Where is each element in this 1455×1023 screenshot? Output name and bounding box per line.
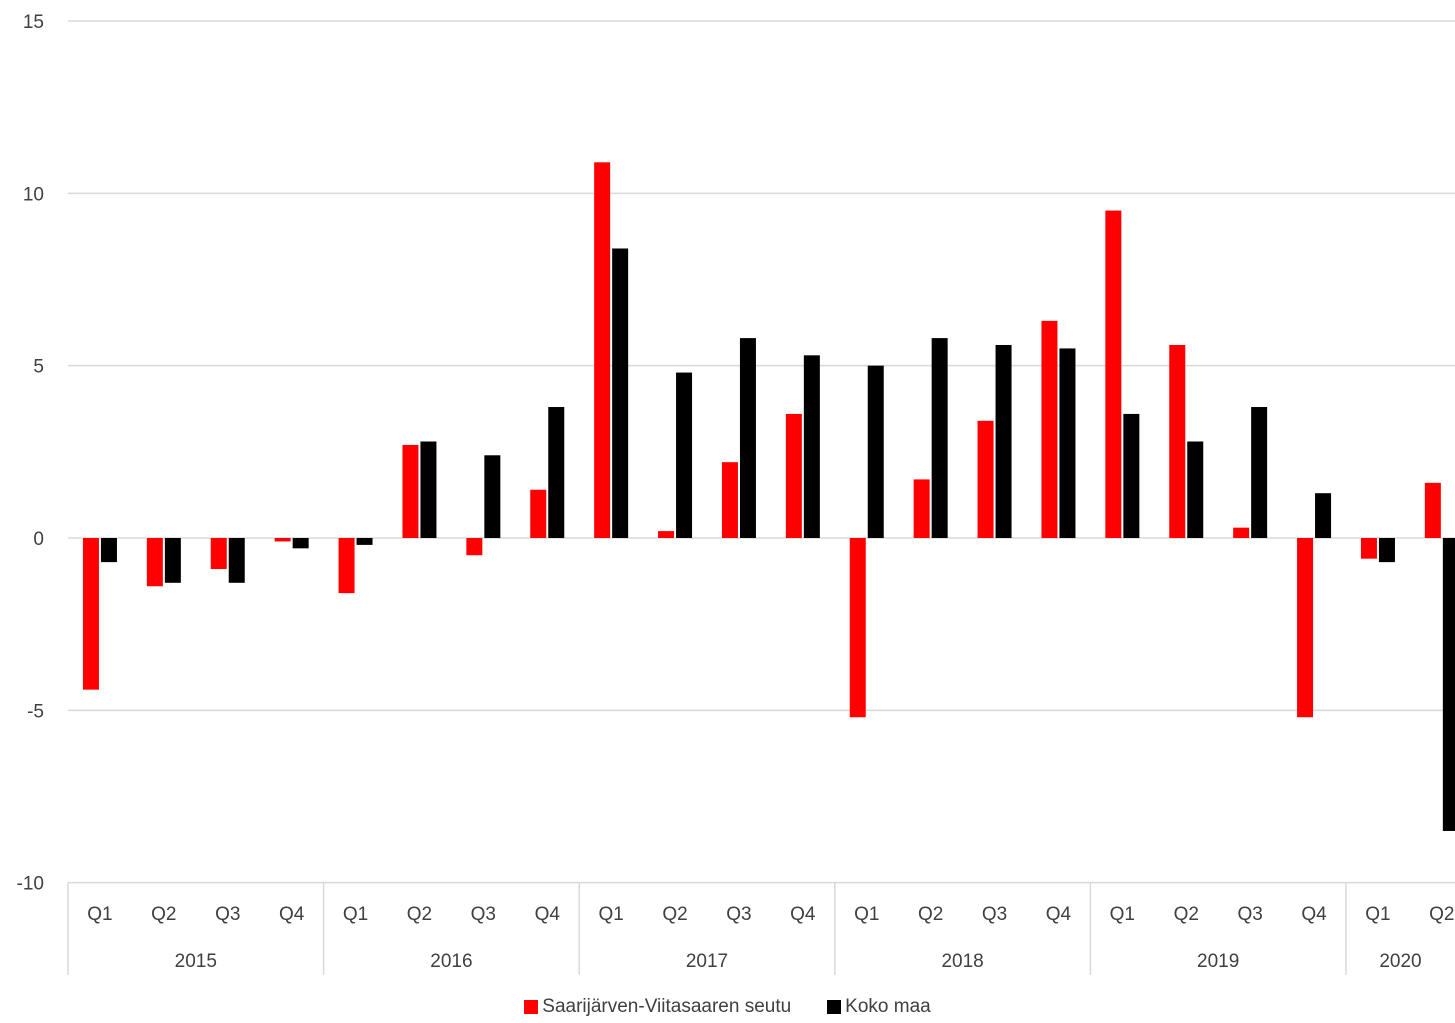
bar-koko-maa bbox=[292, 538, 309, 549]
bar-saarijarvi bbox=[1297, 538, 1314, 718]
bar-koko-maa bbox=[1315, 493, 1332, 538]
bar-saarijarvi bbox=[849, 538, 866, 718]
bar-koko-maa bbox=[164, 538, 181, 583]
bar-koko-maa bbox=[1059, 348, 1076, 538]
x-tick-label-year: 2018 bbox=[941, 951, 983, 972]
bar-saarijarvi bbox=[913, 479, 930, 538]
bar-saarijarvi bbox=[977, 420, 994, 538]
bar-koko-maa bbox=[356, 538, 373, 545]
bar-koko-maa bbox=[1187, 441, 1204, 538]
legend-label-series-1: Saarijärven-Viitasaaren seutu bbox=[542, 996, 792, 1017]
y-tick-label: 15 bbox=[23, 12, 44, 33]
bar-koko-maa bbox=[676, 372, 693, 538]
bar-saarijarvi bbox=[785, 413, 802, 538]
bar-saarijarvi bbox=[1169, 344, 1186, 538]
x-tick-label-quarter: Q4 bbox=[790, 904, 816, 925]
bar-saarijarvi bbox=[146, 538, 163, 587]
bar-saarijarvi bbox=[530, 489, 547, 538]
bar-koko-maa bbox=[484, 455, 501, 538]
gridlines bbox=[68, 20, 1455, 884]
bar-saarijarvi bbox=[1424, 482, 1441, 538]
bar-koko-maa bbox=[100, 538, 117, 563]
bar-koko-maa bbox=[1378, 538, 1395, 563]
bar-koko-maa bbox=[228, 538, 245, 583]
x-tick-label-year: 2015 bbox=[175, 951, 217, 972]
bar-koko-maa bbox=[612, 248, 629, 539]
bar-koko-maa bbox=[995, 344, 1012, 538]
bar-koko-maa bbox=[1442, 538, 1455, 831]
x-tick-label-quarter: Q1 bbox=[598, 904, 623, 925]
legend-item-series-1: Saarijärven-Viitasaaren seutu bbox=[524, 996, 791, 1018]
y-tick-label: 0 bbox=[33, 529, 44, 550]
bar-koko-maa bbox=[739, 338, 756, 538]
bar-saarijarvi bbox=[658, 531, 675, 538]
bar-saarijarvi bbox=[1233, 527, 1250, 538]
x-tick-label-quarter: Q4 bbox=[535, 904, 561, 925]
x-tick-label-year: 2016 bbox=[430, 951, 472, 972]
x-tick-label-quarter: Q3 bbox=[982, 904, 1007, 925]
x-tick-label-quarter: Q1 bbox=[1110, 904, 1135, 925]
bar-saarijarvi bbox=[466, 538, 483, 556]
bar-koko-maa bbox=[548, 407, 565, 538]
bar-saarijarvi bbox=[1360, 538, 1377, 559]
x-axis: Q1 Q2 Q3 Q4 2015 Q1 Q2 Q3 Q4 2016 Q1 Q2 Q3 Q4 2017 Q1 Q2… bbox=[67, 882, 1455, 975]
x-tick-label-quarter: Q3 bbox=[215, 904, 240, 925]
bar-saarijarvi bbox=[402, 444, 419, 538]
y-tick-label: 10 bbox=[23, 184, 44, 205]
bar-saarijarvi bbox=[82, 538, 99, 690]
legend-swatch-series-2 bbox=[827, 1000, 842, 1014]
legend-item-series-2: Koko maa bbox=[827, 996, 931, 1018]
bar-saarijarvi bbox=[594, 162, 611, 538]
x-tick-label-quarter: Q3 bbox=[471, 904, 496, 925]
x-tick-label-quarter: Q2 bbox=[151, 904, 176, 925]
bar-koko-maa bbox=[803, 355, 820, 538]
bar-koko-maa bbox=[867, 365, 884, 538]
x-tick-label-quarter: Q1 bbox=[343, 904, 368, 925]
bar-koko-maa bbox=[931, 338, 948, 538]
x-tick-label-quarter: Q1 bbox=[854, 904, 879, 925]
y-axis: 15 10 5 0 -5 -10 bbox=[17, 12, 44, 895]
x-tick-label-quarter: Q3 bbox=[1237, 904, 1262, 925]
x-tick-label-quarter: Q4 bbox=[279, 904, 305, 925]
bar-koko-maa bbox=[1251, 407, 1268, 538]
y-tick-label: 5 bbox=[33, 357, 44, 378]
legend: Saarijärven-Viitasaaren seutu Koko maa bbox=[0, 994, 1455, 1020]
x-tick-label-year: 2017 bbox=[686, 951, 728, 972]
x-tick-label-quarter: Q4 bbox=[1046, 904, 1072, 925]
x-tick-label-quarter: Q2 bbox=[1174, 904, 1199, 925]
bar-koko-maa bbox=[1123, 413, 1140, 538]
bar-saarijarvi bbox=[274, 538, 291, 542]
y-tick-label: -10 bbox=[17, 874, 44, 895]
x-tick-label-quarter: Q2 bbox=[662, 904, 687, 925]
bar-saarijarvi bbox=[1105, 210, 1122, 539]
x-tick-label-year: 2020 bbox=[1379, 951, 1421, 972]
bar-koko-maa bbox=[420, 441, 437, 538]
legend-swatch-series-1 bbox=[524, 1000, 539, 1014]
bar-saarijarvi bbox=[721, 462, 738, 538]
x-tick-label-quarter: Q4 bbox=[1301, 904, 1327, 925]
bars bbox=[82, 162, 1455, 831]
y-tick-label: -5 bbox=[27, 701, 44, 722]
x-tick-label-year: 2019 bbox=[1197, 951, 1239, 972]
legend-label-series-2: Koko maa bbox=[845, 996, 931, 1017]
bar-saarijarvi bbox=[210, 538, 227, 570]
bar-saarijarvi bbox=[1041, 320, 1058, 538]
x-tick-label-quarter: Q1 bbox=[87, 904, 112, 925]
x-tick-label-quarter: Q2 bbox=[918, 904, 943, 925]
x-tick-label-quarter: Q2 bbox=[407, 904, 432, 925]
x-tick-label-quarter: Q2 bbox=[1429, 904, 1454, 925]
x-tick-label-quarter: Q1 bbox=[1365, 904, 1390, 925]
x-tick-label-quarter: Q3 bbox=[726, 904, 751, 925]
bar-saarijarvi bbox=[338, 538, 355, 594]
